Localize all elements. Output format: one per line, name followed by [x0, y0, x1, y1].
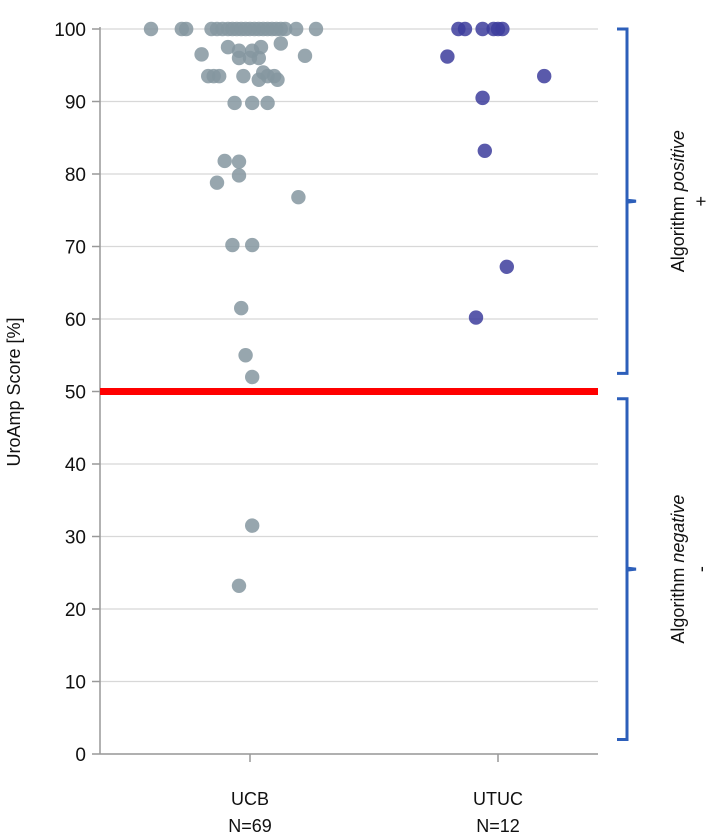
y-tick-label: 10: [65, 673, 86, 694]
ucb-data-point: [220, 39, 236, 55]
utuc-data-point: [457, 21, 473, 37]
ucb-data-point: [234, 300, 249, 316]
ucb-data-point: [231, 50, 247, 66]
ucb-data-point: [291, 190, 306, 205]
ucb-data-point: [289, 21, 304, 37]
ucb-data-point: [194, 47, 209, 62]
y-tick-label: 80: [65, 165, 86, 186]
utuc-data-point: [468, 310, 484, 325]
ucb-data-point: [227, 95, 242, 111]
y-tick-label: 50: [65, 383, 86, 404]
ucb-data-point: [236, 68, 251, 84]
utuc-data-point: [537, 68, 552, 84]
utuc-data-point: [440, 49, 455, 64]
y-tick-label: 30: [65, 528, 86, 549]
ucb-data-point: [251, 50, 266, 66]
positive-symbol: +: [691, 196, 708, 207]
ucb-data-point: [225, 237, 240, 253]
ucb-data-point: [260, 95, 275, 111]
y-tick-label: 100: [54, 20, 86, 41]
utuc-data-point: [499, 259, 514, 274]
data-points: [143, 21, 552, 593]
y-tick-label: 70: [65, 238, 86, 259]
ucb-data-point: [217, 153, 232, 169]
ucb-data-point: [231, 578, 247, 593]
negative-bracket-label: Algorithm negative: [668, 495, 688, 644]
ucb-data-point: [143, 21, 159, 37]
x-category-label: UTUC: [473, 789, 523, 809]
ucb-data-point: [270, 72, 285, 87]
negative-bracket: [617, 397, 637, 741]
ucb-data-point: [273, 36, 288, 51]
positive-bracket: [617, 27, 637, 375]
x-category-label: UCB: [231, 789, 269, 809]
ucb-data-point: [308, 21, 324, 37]
ucb-data-point: [297, 48, 313, 64]
ucb-data-point: [245, 518, 260, 533]
utuc-data-point: [475, 21, 490, 37]
y-tick-label: 0: [75, 745, 86, 766]
ucb-data-point: [278, 21, 293, 37]
x-category-n-label: N=69: [228, 816, 272, 834]
negative-symbol: -: [691, 566, 708, 572]
utuc-data-point: [495, 21, 510, 37]
ucb-data-point: [179, 21, 194, 37]
ucb-data-point: [209, 175, 225, 190]
y-tick-label: 40: [65, 455, 86, 476]
x-category-n-label: N=12: [476, 816, 520, 834]
ucb-data-point: [253, 39, 269, 55]
ucb-data-point: [245, 237, 260, 253]
y-tick-label: 20: [65, 600, 86, 621]
brackets: Algorithm positive+ Algorithm negative-: [617, 27, 708, 741]
positive-bracket-label: Algorithm positive: [668, 130, 688, 272]
ucb-data-point: [231, 168, 247, 183]
utuc-data-point: [475, 90, 490, 106]
ucb-data-point: [245, 95, 260, 111]
y-tick-label: 60: [65, 310, 86, 331]
utuc-data-point: [477, 143, 492, 158]
axes: 0 10 20 30 40 50 60 70 80 90 100 UCB N=69 UTUC N=12: [54, 20, 598, 834]
y-tick-label: 90: [65, 93, 86, 114]
ucb-data-point: [245, 369, 260, 385]
ucb-data-point: [231, 154, 247, 169]
ucb-data-point: [212, 68, 227, 84]
y-axis-title: UroAmp Score [%]: [4, 317, 24, 466]
ucb-data-point: [238, 348, 253, 363]
